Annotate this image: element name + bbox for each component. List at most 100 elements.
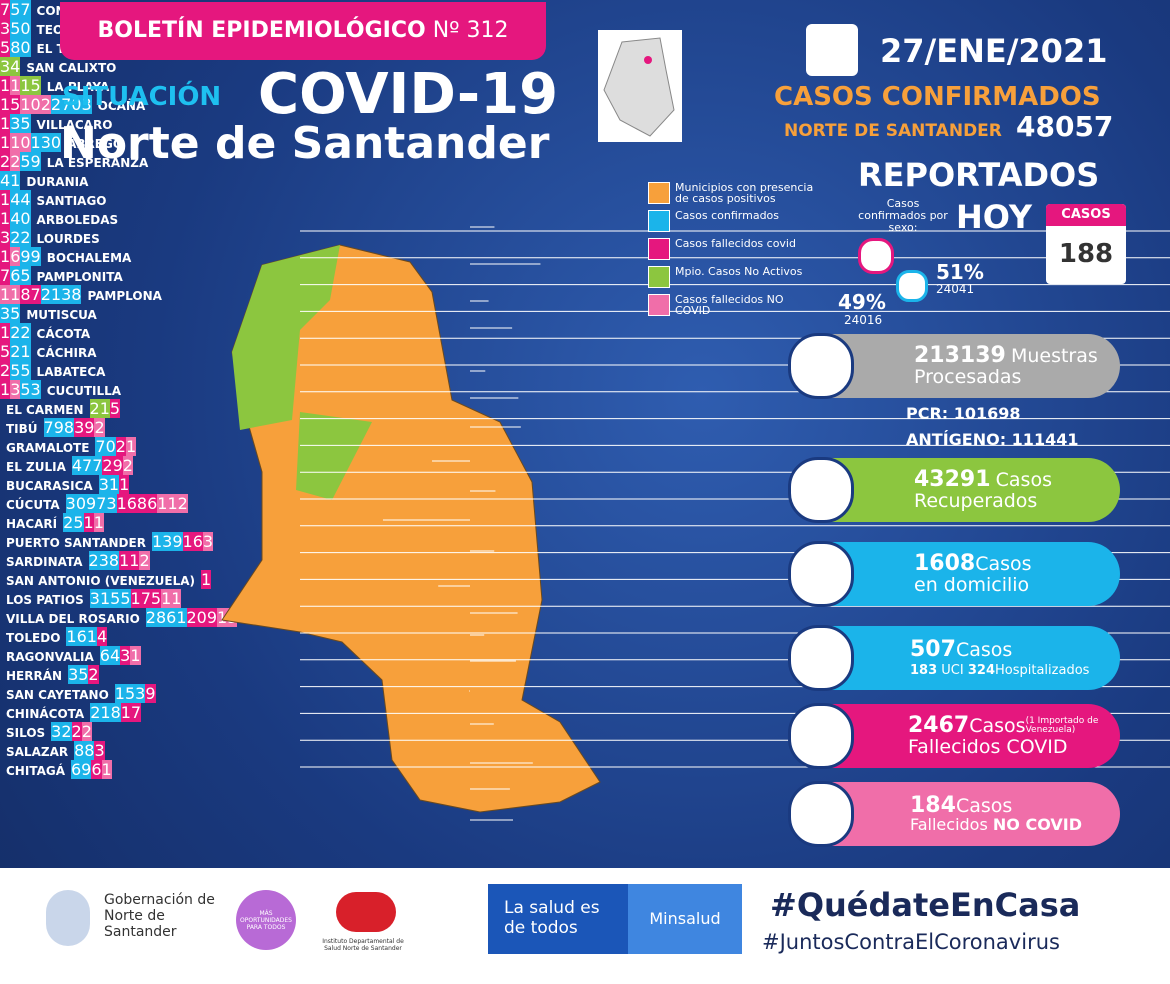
count-box: 1 <box>0 133 11 152</box>
bulletin-label: BOLETÍN EPIDEMIOLÓGICO <box>97 18 426 43</box>
municipality-name: GRAMALOTE <box>6 441 90 455</box>
count-box: 17 <box>120 703 142 722</box>
municipality: 1353 CUCUTILLA <box>0 380 1170 399</box>
legend-item: Mpio. Casos No Activos <box>648 266 818 288</box>
count-box: 70 <box>95 437 116 456</box>
municipality-name: MUTISCUA <box>26 308 97 322</box>
municipality: SARDINATA 238112 <box>0 551 1170 570</box>
label: Casos <box>995 469 1052 492</box>
municipality-name: LOURDES <box>36 232 100 246</box>
icon <box>788 333 854 399</box>
count-box: 11 <box>161 589 182 608</box>
count-box: 2 <box>94 418 105 437</box>
municipality-name: EL CARMEN <box>6 403 84 417</box>
female-percent: 49% <box>838 290 886 314</box>
municipality-name: BUCARASICA <box>6 479 93 493</box>
count-box: 1 <box>125 437 137 456</box>
municipality-name: LABATECA <box>36 365 106 379</box>
municipality-name: SALAZAR <box>6 745 69 759</box>
count-box: 32 <box>51 722 72 741</box>
municipality: GRAMALOTE 7021 <box>0 437 1170 456</box>
male-count: 24041 <box>936 282 975 296</box>
country-map <box>603 37 675 137</box>
label: Casos <box>955 795 1013 818</box>
municipality-name: ÁBREGO <box>67 137 124 151</box>
count-box: 218 <box>90 703 121 722</box>
municipality-name: EL ZULIA <box>6 460 66 474</box>
count-box: 6 <box>10 247 21 266</box>
male-icon <box>896 270 928 302</box>
region-marker <box>644 56 652 64</box>
municipality-name: SILOS <box>6 726 46 740</box>
count-box: 2861 <box>145 608 187 627</box>
legend-label: Municipios con presencia de casos positi… <box>675 181 814 205</box>
municipality-name: PAMPLONA <box>87 289 162 303</box>
municipality: CÚCUTA 309731686112 <box>0 494 1170 513</box>
bulletin-banner: BOLETÍN EPIDEMIOLÓGICO Nº 312 <box>60 2 546 60</box>
municipality-name: BOCHALEMA <box>46 251 132 265</box>
female-count: 24016 <box>844 313 883 327</box>
count-box: 9 <box>145 684 156 703</box>
inactive-area <box>296 412 372 500</box>
count-box: 35 <box>10 114 31 133</box>
date: 27/ENE/2021 <box>880 32 1108 70</box>
count-box: 69 <box>71 760 92 779</box>
count-box: 55 <box>10 361 31 380</box>
municipality-name: CHITAGÁ <box>6 764 65 778</box>
count-box: 2703 <box>50 95 92 114</box>
count-box: 15 <box>20 76 41 95</box>
icon <box>788 625 854 691</box>
legend-label: Casos fallecidos NO COVID <box>675 293 784 317</box>
count-box: 2 <box>81 722 92 741</box>
count-box: 1 <box>201 570 212 589</box>
label: NO COVID <box>992 815 1082 835</box>
municipality-name: LA ESPERANZA <box>46 156 149 170</box>
count-box: 3 <box>0 228 11 247</box>
count-box: 29 <box>102 456 123 475</box>
count-box: 50 <box>10 19 31 38</box>
legend-label: Casos fallecidos covid <box>675 237 796 250</box>
municipality: EL CARMEN 215 <box>0 399 1170 418</box>
count-box: 3155 <box>89 589 131 608</box>
municipality: CHITAGÁ 6961 <box>0 760 1170 779</box>
count-box: 40 <box>10 209 31 228</box>
count-box: 7 <box>0 266 11 285</box>
municipality-name: LA PLAYA <box>46 80 110 94</box>
count-box: 10 <box>10 133 31 152</box>
legend-item: Municipios con presencia de casos positi… <box>648 182 818 204</box>
hospitalized: 324 <box>967 663 995 679</box>
count-box: 1 <box>130 646 141 665</box>
legend-swatch <box>648 294 670 316</box>
coat-of-arms <box>46 890 90 946</box>
count-box: 3 <box>10 380 21 399</box>
count-box: 22 <box>10 228 31 247</box>
recovered-pill: 43291 Casos Recuperados <box>788 457 1120 523</box>
municipality-name: TIBÚ <box>6 422 38 436</box>
hospitalized-label: Hospitalizados <box>995 663 1090 679</box>
count-box: 57 <box>10 0 31 19</box>
count-box: 34 <box>0 57 21 76</box>
count-box: 4 <box>96 627 108 646</box>
male-percent: 51% <box>936 260 984 284</box>
count-box: 2 <box>10 152 21 171</box>
count-box: 35 <box>0 304 21 323</box>
icon <box>788 781 854 847</box>
municipality-name: SAN CAYETANO <box>6 688 109 702</box>
municipality-name: LOS PATIOS <box>6 593 84 607</box>
confirmed-total: 48057 <box>1016 110 1114 143</box>
count-box: 99 <box>20 247 41 266</box>
count-box: 1 <box>93 513 104 532</box>
health-slogan: La salud es de todos <box>488 884 628 954</box>
count-box: 3 <box>202 532 214 551</box>
count-box: 7 <box>0 0 11 19</box>
count-box: 161 <box>66 627 97 646</box>
legend-swatch <box>648 238 670 260</box>
note: (1 Importado de Venezuela) <box>1025 716 1099 736</box>
municipality-name: SANTIAGO <box>36 194 107 208</box>
hospital-pill: 507Casos 183 UCI 324Hospitalizados <box>788 625 1120 691</box>
cases-label: CASOS <box>1046 204 1126 226</box>
count-box: 3 <box>0 19 11 38</box>
municipality: RAGONVALIA 6431 <box>0 646 1170 665</box>
count-box: 88 <box>74 741 95 760</box>
legend-item: Casos fallecidos covid <box>648 238 818 260</box>
